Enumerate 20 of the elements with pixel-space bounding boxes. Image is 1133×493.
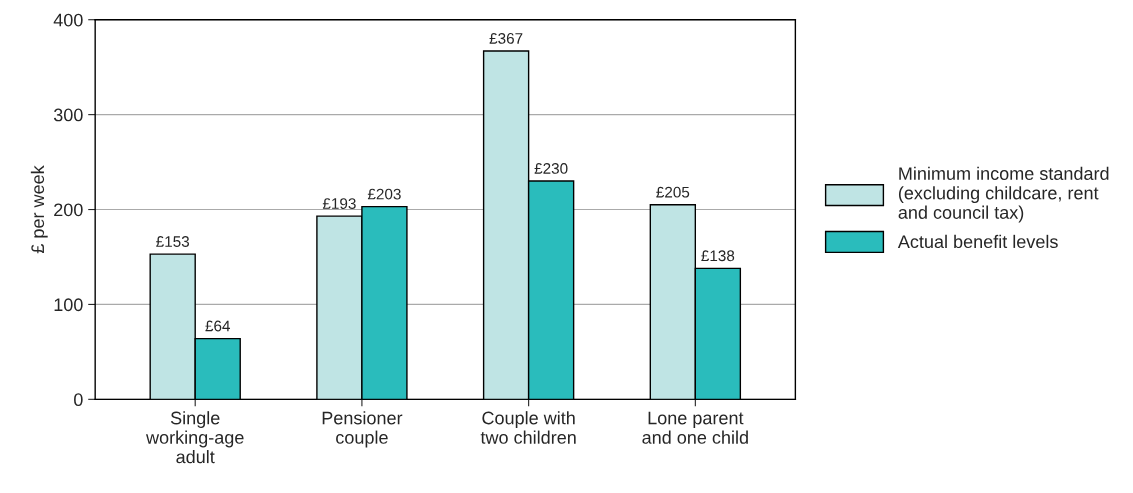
y-tick-label: 0 xyxy=(74,393,83,407)
legend-label: Minimum income standard (excluding childcare, rent and council tax) xyxy=(898,166,1109,223)
data-label: £153 xyxy=(156,236,190,247)
y-tick-label: 300 xyxy=(53,108,83,122)
y-tick-label: 400 xyxy=(53,13,83,27)
y-tick-label: 100 xyxy=(54,298,83,312)
x-tick-label: Single working-age adult xyxy=(146,411,244,464)
data-label: £230 xyxy=(534,163,568,174)
x-tick-label: Couple with two children xyxy=(480,411,576,444)
y-axis-title: £ per week xyxy=(30,165,48,254)
data-label: £138 xyxy=(701,250,735,262)
legend-label: Actual benefit levels xyxy=(897,234,1058,249)
data-label: £205 xyxy=(656,186,690,198)
data-label: £64 xyxy=(205,320,231,332)
data-label: £367 xyxy=(489,33,523,44)
y-tick-label: 200 xyxy=(54,203,83,217)
x-tick-label: Pensioner couple xyxy=(322,411,403,448)
data-label: £203 xyxy=(367,188,401,200)
x-tick-label: Lone parent and one child xyxy=(642,411,748,444)
data-label: £193 xyxy=(322,198,356,209)
